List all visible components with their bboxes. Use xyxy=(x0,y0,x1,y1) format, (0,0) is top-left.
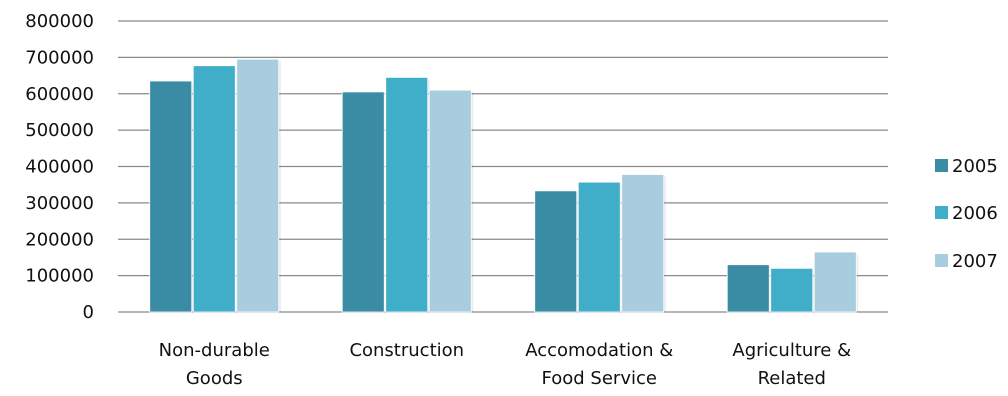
y-tick-label: 700000 xyxy=(25,47,94,68)
bar-2006-1 xyxy=(385,76,429,313)
bar-2005-2 xyxy=(534,190,578,313)
y-tick-label: 200000 xyxy=(25,229,94,250)
x-category-label: Accomodation & xyxy=(525,340,673,361)
legend-label: 2005 xyxy=(952,156,998,177)
x-category-label: Construction xyxy=(349,340,464,361)
y-tick-label: 0 xyxy=(83,302,94,323)
bar-2005-0 xyxy=(149,80,193,313)
y-tick-label: 500000 xyxy=(25,120,94,141)
x-category-label: Agriculture & xyxy=(732,340,851,361)
x-category-label: Food Service xyxy=(542,368,657,389)
bar-2007-0 xyxy=(236,58,280,313)
y-axis-tick-labels: 0 100000 200000 300000 400000 500000 600000 700… xyxy=(25,11,94,323)
y-tick-label: 800000 xyxy=(25,11,94,32)
x-axis-category-labels: Non-durable Goods Construction Accomodation… xyxy=(159,340,851,389)
x-category-label: Related xyxy=(758,368,826,389)
legend-label: 2006 xyxy=(952,203,998,224)
legend-swatch-2005 xyxy=(935,159,948,172)
legend: 2005 2006 2007 xyxy=(935,156,998,272)
legend-swatch-2006 xyxy=(935,206,948,219)
bar-2005-1 xyxy=(341,91,385,313)
y-tick-label: 400000 xyxy=(25,157,94,178)
bar-2007-1 xyxy=(428,89,472,313)
legend-label: 2007 xyxy=(952,251,998,272)
y-tick-label: 600000 xyxy=(25,84,94,105)
bar-2006-2 xyxy=(577,181,621,313)
x-category-label: Non-durable xyxy=(159,340,270,361)
bar-2007-2 xyxy=(621,174,665,313)
legend-swatch-2007 xyxy=(935,254,948,267)
bar-2006-3 xyxy=(770,267,814,313)
bar-2006-0 xyxy=(192,65,236,313)
bars xyxy=(149,58,859,313)
x-category-label: Goods xyxy=(186,368,243,389)
bar-2007-3 xyxy=(813,251,857,313)
y-tick-label: 100000 xyxy=(25,266,94,287)
bar-2005-3 xyxy=(726,264,770,313)
y-tick-label: 300000 xyxy=(25,193,94,214)
